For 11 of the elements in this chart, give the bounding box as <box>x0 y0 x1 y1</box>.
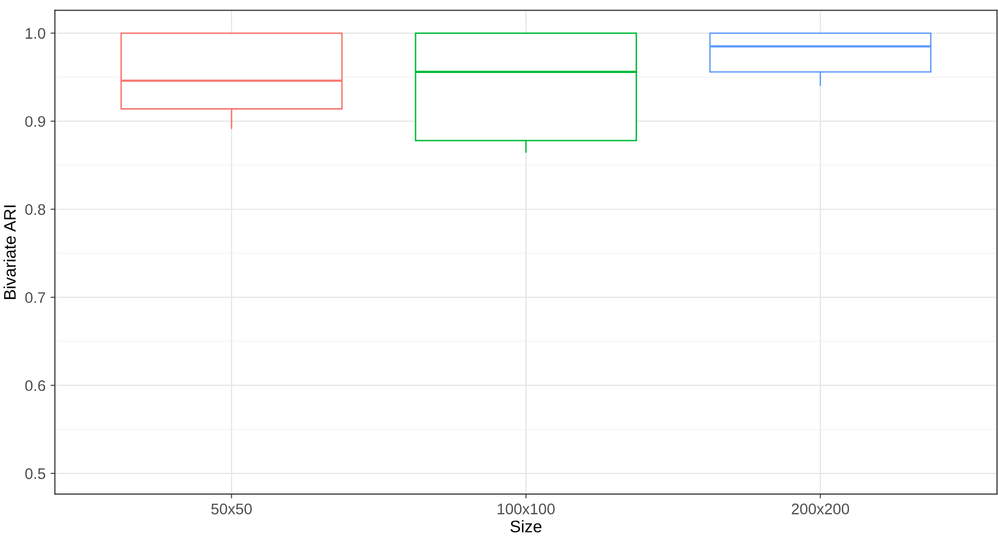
y-axis-title: Bivariate ARI <box>4 206 16 299</box>
y-tick-label: 1.0 <box>26 28 46 39</box>
y-tick-label: 0.8 <box>25 204 46 215</box>
y-tick-label: 0.6 <box>25 380 46 392</box>
y-tick-label: 0.5 <box>25 468 46 480</box>
x-tick-label: 200x200 <box>792 504 850 514</box>
y-tick-label: 0.9 <box>25 116 46 127</box>
x-tick-label: 50x50 <box>211 504 252 514</box>
x-axis-title: Size <box>510 520 542 532</box>
x-tick-label: 100x100 <box>498 504 555 514</box>
y-tick-label: 0.7 <box>25 292 46 303</box>
